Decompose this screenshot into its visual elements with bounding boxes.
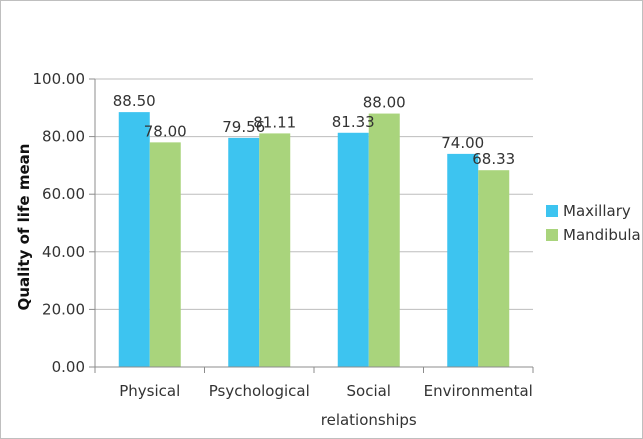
labels: 0.00 20.00 40.00 60.00 80.00 100.00 88.50 78.00… [33,70,533,429]
legend-swatch-maxillary [546,205,558,217]
x-category-label: Physical [119,382,180,400]
x-category-label: Psychological [209,382,310,400]
axes [89,78,534,373]
data-label: 79.56 [222,118,265,136]
bars [118,112,510,368]
y-tick-label: 0.00 [52,358,85,376]
x-category-label: relationships [321,411,417,429]
y-tick-label: 100.00 [33,70,86,88]
legend-swatch-mandibular [546,229,558,241]
bar-maxillary [228,137,260,367]
y-tick-label: 80.00 [42,128,85,146]
bar-mandibular [149,142,181,367]
data-label: 81.33 [332,113,375,131]
legend-label-mandibular: Mandibular [563,226,642,244]
data-label: 88.00 [363,94,406,112]
y-axis-title: Quality of life mean [15,144,33,311]
y-tick-label: 20.00 [42,300,85,318]
legend-label-maxillary: Maxillary [563,202,631,220]
y-tick-label: 60.00 [42,185,85,203]
x-category-label: Social [347,382,391,400]
data-label: 78.00 [144,122,187,140]
bar-maxillary [118,112,150,368]
data-label: 68.33 [472,150,515,168]
bar-mandibular [368,113,400,367]
bar-mandibular [478,170,510,367]
bar-mandibular [259,133,291,367]
y-tick-label: 40.00 [42,243,85,261]
bar-maxillary [337,132,369,367]
data-label: 81.11 [253,113,296,131]
legend: Maxillary Mandibular [546,202,642,244]
data-label: 74.00 [441,134,484,152]
data-label: 88.50 [113,92,156,110]
bar-maxillary [447,153,479,367]
x-category-label: Environmental [424,382,533,400]
